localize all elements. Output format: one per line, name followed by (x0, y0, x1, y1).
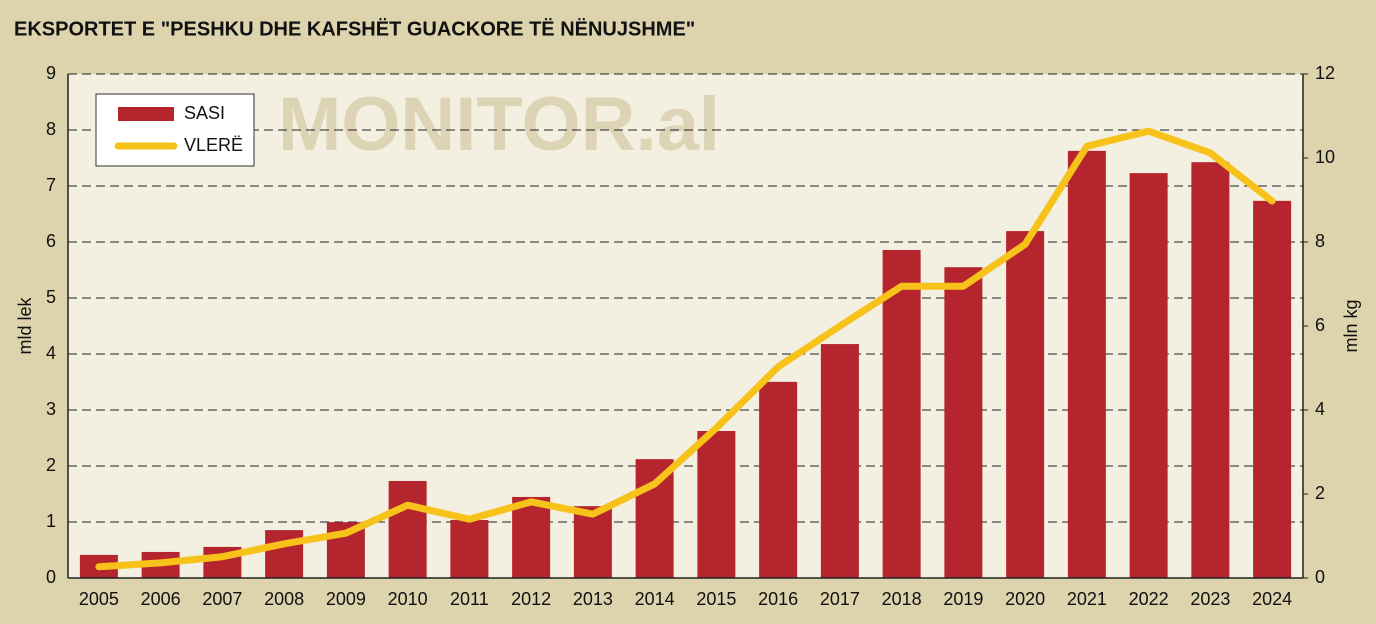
x-tick-label: 2014 (635, 589, 675, 609)
x-tick-label: 2023 (1190, 589, 1230, 609)
legend-swatch (118, 107, 174, 121)
y-tick-label: 2 (46, 455, 56, 475)
line (95, 127, 1276, 571)
bar (635, 459, 674, 578)
y-axis-label: mld lek (15, 296, 35, 354)
bar (820, 344, 859, 578)
legend-box (95, 93, 255, 167)
bar (1253, 200, 1292, 578)
y-tick-label: 7 (46, 175, 56, 195)
y2-tick-label: 6 (1315, 315, 1325, 335)
x-tick-label: 2006 (141, 589, 181, 609)
x-tick-label: 2022 (1129, 589, 1169, 609)
bar (697, 431, 736, 578)
x-tick-label: 2020 (1005, 589, 1045, 609)
chart-title: EKSPORTET E "PESHKU DHE KAFSHËT GUACKORE… (14, 17, 695, 40)
y2-tick-label: 2 (1315, 483, 1325, 503)
y2-tick-label: 8 (1315, 231, 1325, 251)
y-tick-label: 4 (46, 343, 56, 363)
y-tick-label: 9 (46, 63, 56, 83)
x-tick-label: 2005 (79, 589, 119, 609)
bar (450, 520, 489, 578)
x-tick-label: 2018 (882, 589, 922, 609)
x-tick-label: 2013 (573, 589, 613, 609)
bar (1067, 150, 1106, 579)
bar (759, 381, 798, 578)
x-tick-label: 2011 (450, 589, 489, 609)
bar (388, 480, 427, 578)
y-tick-label: 0 (46, 567, 56, 587)
x-tick-label: 2024 (1252, 589, 1292, 609)
x-tick-label: 2017 (820, 589, 860, 609)
y2-tick-label: 10 (1315, 147, 1335, 167)
bar (1006, 231, 1045, 578)
x-tick-label: 2009 (326, 589, 366, 609)
watermark: MONITOR.al (278, 82, 720, 167)
y-tick-label: 3 (46, 399, 56, 419)
x-tick-label: 2010 (388, 589, 428, 609)
bar (944, 267, 983, 578)
y2-tick-label: 12 (1315, 63, 1335, 83)
bar (1191, 162, 1230, 578)
x-tick-label: 2012 (511, 589, 551, 609)
y-tick-label: 6 (46, 231, 56, 251)
y-tick-label: 1 (46, 511, 56, 531)
bar (1129, 173, 1168, 578)
legend-label: SASI (184, 103, 225, 123)
bar (265, 530, 304, 578)
x-tick-label: 2008 (264, 589, 304, 609)
x-tick-label: 2021 (1067, 589, 1107, 609)
bar (512, 496, 551, 578)
x-tick-label: 2019 (943, 589, 983, 609)
bar (882, 249, 921, 579)
y2-tick-label: 4 (1315, 399, 1325, 419)
y-tick-label: 5 (46, 287, 56, 307)
y2-axis-label: mln kg (1341, 299, 1361, 352)
x-tick-label: 2016 (758, 589, 798, 609)
y2-tick-label: 0 (1315, 567, 1325, 587)
bar (573, 506, 612, 578)
x-tick-label: 2015 (696, 589, 736, 609)
legend-label: VLERË (184, 135, 243, 155)
y-tick-label: 8 (46, 119, 56, 139)
x-tick-label: 2007 (202, 589, 242, 609)
